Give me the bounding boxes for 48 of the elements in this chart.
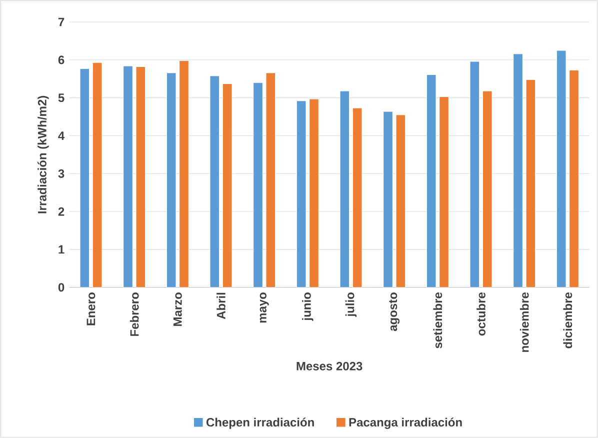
y-tick-label: 4	[58, 132, 65, 140]
bar	[556, 50, 566, 288]
x-tick-label: Enero	[86, 292, 96, 326]
bar	[426, 74, 436, 288]
x-tick-label: mayo	[260, 292, 269, 323]
bar	[340, 90, 350, 288]
x-tick-label: julio	[345, 292, 357, 317]
bar	[439, 96, 449, 288]
bar	[222, 84, 232, 288]
y-tick-label: 7	[58, 18, 64, 26]
bar	[92, 62, 102, 288]
bar	[309, 98, 319, 288]
bar	[383, 111, 393, 288]
bar	[210, 76, 220, 288]
bar	[123, 66, 133, 288]
y-tick-label: 2	[58, 207, 64, 216]
y-tick-label: 1	[58, 245, 64, 254]
bar	[296, 100, 306, 288]
x-tick-label: octubre	[476, 292, 486, 336]
x-tick-label: setiembre	[433, 292, 442, 348]
x-axis-title: Meses 2023	[296, 362, 362, 370]
bar	[396, 114, 406, 288]
y-tick-label: 3	[58, 169, 64, 178]
bar	[136, 66, 146, 288]
bar	[482, 90, 492, 288]
bar	[179, 60, 189, 288]
bar	[266, 72, 276, 288]
x-tick-label: noviembre	[520, 292, 529, 352]
legend-label: Chepen irradiación	[206, 418, 314, 429]
y-axis-title: Irradiación (kWh/m2)	[38, 96, 49, 214]
y-tick-label: 0	[58, 283, 64, 292]
bar	[80, 68, 90, 288]
bar	[526, 79, 536, 288]
x-tick-label: Abril	[216, 292, 226, 320]
x-tick-label: diciembre	[563, 292, 572, 348]
bar	[166, 72, 176, 288]
x-tick-label: Febrero	[130, 292, 139, 336]
bar	[253, 82, 263, 288]
x-tick-label: Marzo	[173, 292, 182, 326]
bar	[569, 70, 579, 288]
bar	[513, 54, 523, 288]
bar	[352, 108, 362, 288]
x-tick-label: agosto	[389, 292, 400, 332]
bar	[470, 61, 480, 288]
x-tick-label: junio	[302, 292, 314, 321]
legend-label: Pacanga irradiación	[349, 418, 462, 429]
y-tick-label: 5	[58, 94, 64, 102]
y-tick-label: 6	[58, 56, 64, 64]
